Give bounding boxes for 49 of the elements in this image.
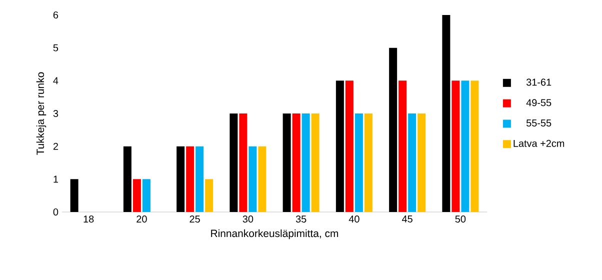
bar [418,114,426,212]
bar [408,114,416,212]
y-axis-title: Tukkeja per runko [36,72,46,155]
bar [389,48,398,212]
x-tick-label: 30 [242,216,254,223]
bar [292,114,300,212]
y-tick-label: 5 [53,44,58,52]
bar [239,114,248,212]
x-tick-label: 50 [455,216,466,223]
bar [132,179,141,212]
bar [70,179,78,212]
bar [311,114,320,212]
legend-label: 49-55 [526,99,552,106]
bar [205,179,214,212]
bar [470,80,479,212]
bar [282,114,291,212]
bar [186,146,194,212]
y-tick-label: 4 [53,77,58,84]
bar [354,114,363,212]
bar [196,146,204,212]
y-tick-label: 6 [53,11,58,19]
bar [336,80,344,212]
bar [176,146,185,212]
y-tick-label: 3 [53,110,58,118]
x-tick-label: 18 [84,216,94,223]
x-tick-label: 20 [136,216,147,223]
x-tick-label: 45 [402,216,412,222]
bar [302,114,310,212]
bar [142,179,150,212]
legend-label: 55-55 [526,120,552,126]
x-tick-label: 35 [296,216,306,223]
bar [398,80,407,212]
x-tick-label: 40 [348,216,360,223]
bar [461,80,470,212]
y-tick-label: 1 [54,176,58,183]
bar [452,80,460,212]
bar [442,15,450,212]
legend-label: 31-61 [526,78,552,86]
bar [123,146,132,212]
y-tick-label: 2 [53,142,58,150]
x-tick-label: 25 [190,216,200,223]
bar [345,80,354,212]
y-tick-label: 0 [53,208,58,216]
bar [364,114,372,212]
x-axis-title: Rinnankorkeusläpimitta, cm [211,229,338,240]
legend-label: Latva +2cm [514,140,564,147]
bar [248,146,257,212]
bar [258,146,266,212]
bar [230,114,238,212]
